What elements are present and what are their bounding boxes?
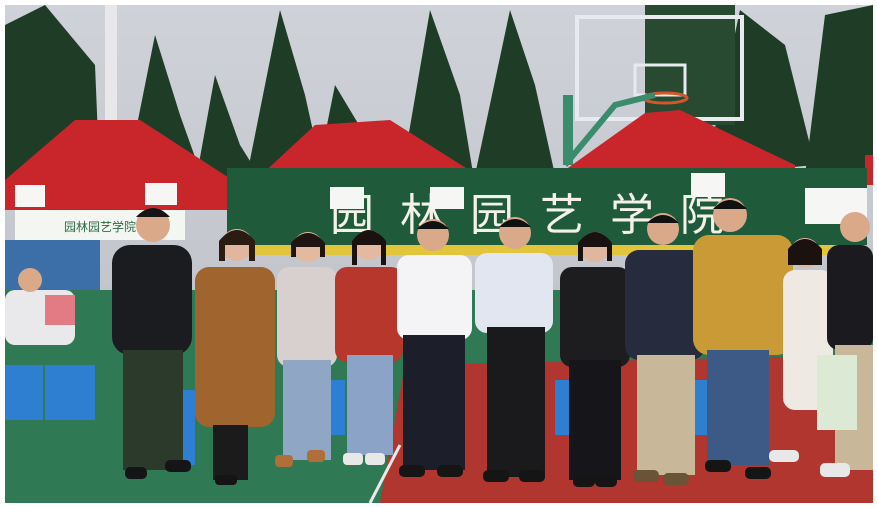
small-sign-text: 园林园艺学院 xyxy=(64,219,136,234)
paper-signs xyxy=(15,173,867,224)
people xyxy=(5,198,873,480)
group-photo: 园 林 园 艺 学 院 园林园艺学院 xyxy=(5,5,873,503)
shoes xyxy=(125,450,850,487)
